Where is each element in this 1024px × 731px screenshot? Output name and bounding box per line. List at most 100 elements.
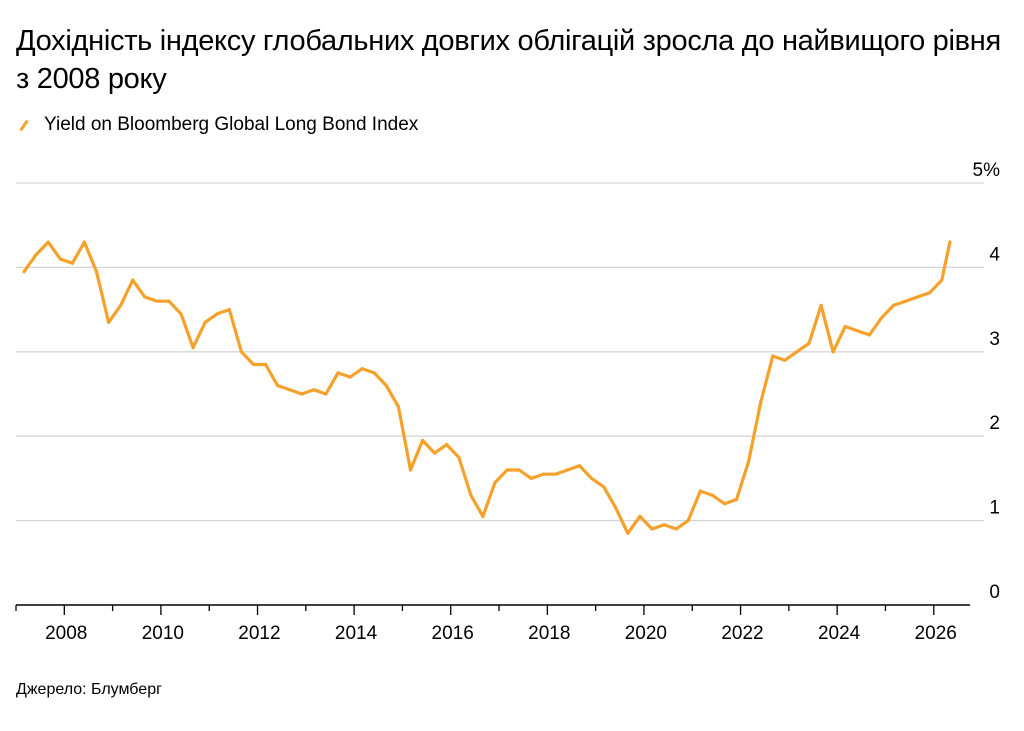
data-point <box>541 472 545 476</box>
data-point <box>867 333 871 337</box>
data-point <box>771 354 775 358</box>
data-point <box>698 489 702 493</box>
data-point <box>493 481 497 485</box>
chart-title: Дохідність індексу глобальних довгих обл… <box>16 25 1001 95</box>
data-point <box>565 468 570 472</box>
data-point <box>203 320 207 324</box>
data-point <box>831 350 835 354</box>
x-tick-label: 2016 <box>432 623 474 644</box>
data-point <box>179 312 183 316</box>
data-point <box>155 299 159 303</box>
data-point <box>445 443 449 447</box>
data-point <box>481 514 485 518</box>
data-point <box>457 455 461 459</box>
data-point <box>553 472 557 476</box>
data-point <box>396 405 401 409</box>
data-point <box>22 270 26 274</box>
data-point <box>529 476 533 480</box>
legend: Yield on Bloomberg Global Long Bond Inde… <box>18 113 418 137</box>
data-point <box>650 527 654 531</box>
data-point <box>408 468 413 472</box>
data-point <box>843 324 847 329</box>
x-tick-label: 2008 <box>45 623 87 644</box>
data-point <box>82 240 87 244</box>
data-point <box>469 493 473 497</box>
data-point <box>626 531 630 535</box>
data-point <box>58 257 62 261</box>
data-point <box>879 316 884 320</box>
y-tick-label: 1 <box>989 498 1000 519</box>
data-point <box>324 392 328 396</box>
data-point <box>855 329 859 333</box>
data-point <box>143 295 147 299</box>
data-point <box>300 392 304 396</box>
data-point <box>167 299 171 303</box>
data-point <box>215 312 219 316</box>
data-point <box>94 270 99 274</box>
data-point <box>46 240 50 244</box>
grid-lines <box>16 182 984 522</box>
data-point <box>70 261 74 265</box>
data-point <box>420 438 425 443</box>
x-tick-label: 2020 <box>625 623 667 644</box>
data-point <box>819 303 823 307</box>
data-point <box>191 345 195 350</box>
data-point <box>251 362 256 367</box>
data-point <box>686 519 690 523</box>
data-point <box>891 303 896 307</box>
data-point <box>948 240 952 244</box>
data-point <box>783 358 787 362</box>
data-point <box>759 400 763 405</box>
data-point <box>807 341 811 345</box>
data-point <box>106 320 111 324</box>
data-point <box>638 514 642 518</box>
data-point <box>288 388 292 392</box>
data-point <box>674 527 678 531</box>
data-point <box>263 362 268 367</box>
y-tick-label: 3 <box>989 329 1000 350</box>
x-axis: 2008 2010 2012 2014 2016 2018 2020 2022 2024 2026 <box>15 604 970 644</box>
data-point <box>722 502 727 506</box>
data-point <box>602 485 606 489</box>
data-point <box>940 278 944 282</box>
data-point <box>34 253 38 257</box>
data-point <box>710 493 714 497</box>
x-tick-label: 2018 <box>528 623 570 644</box>
x-tick-label: 2012 <box>238 623 280 644</box>
x-tick-label: 2022 <box>721 623 763 644</box>
data-point <box>239 350 244 354</box>
data-point <box>747 459 751 464</box>
y-tick-labels: 0 1 2 3 4 5% <box>973 160 1001 603</box>
data-point <box>916 295 920 299</box>
x-tick-label: 2010 <box>142 623 184 644</box>
x-tick-label: 2014 <box>335 623 378 644</box>
data-point <box>119 303 123 307</box>
series-line <box>22 240 952 535</box>
series-layer <box>22 240 952 535</box>
y-tick-label: 4 <box>989 244 1000 265</box>
data-point <box>505 468 509 472</box>
data-point <box>903 299 908 303</box>
data-point <box>312 388 316 392</box>
data-point <box>517 468 521 472</box>
data-point <box>336 371 340 375</box>
data-point <box>433 451 437 455</box>
data-point <box>577 464 582 468</box>
data-point <box>734 497 739 502</box>
data-point <box>384 383 388 388</box>
data-point <box>227 308 231 312</box>
data-point <box>928 291 932 295</box>
x-tick-label: 2024 <box>818 623 861 644</box>
data-point <box>590 476 594 480</box>
y-tick-label: 5% <box>973 160 1001 181</box>
data-point <box>662 523 666 527</box>
data-point <box>276 383 280 388</box>
data-point <box>614 506 618 510</box>
data-point <box>348 375 352 379</box>
legend-label: Yield on Bloomberg Global Long Bond Inde… <box>44 114 419 135</box>
y-tick-label: 2 <box>989 413 1000 434</box>
source-note: Джерело: Блумберг <box>16 681 162 698</box>
data-point <box>360 367 364 371</box>
data-point <box>131 278 135 282</box>
